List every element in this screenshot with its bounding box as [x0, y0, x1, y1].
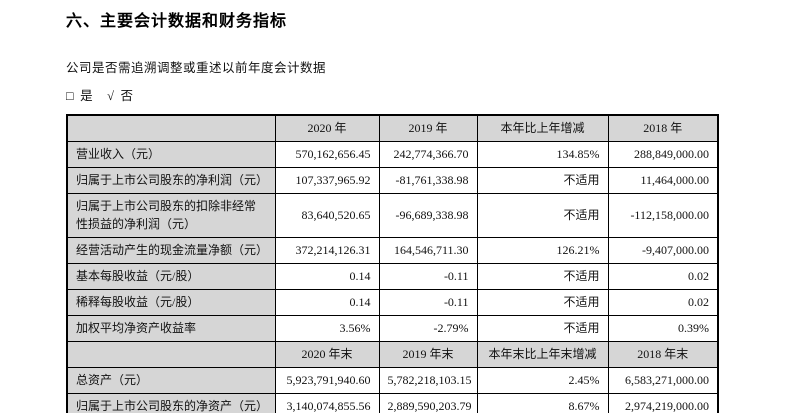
- corner-cell: [66, 340, 276, 368]
- row-label: 加权平均净资产收益率: [66, 314, 276, 342]
- table-row-total-assets: 总资产（元） 5,923,791,940.60 5,782,218,103.15…: [66, 366, 719, 394]
- value-2020: 0.14: [274, 288, 380, 316]
- row-label: 经营活动产生的现金流量净额（元）: [66, 236, 276, 264]
- col-header-yoy-change: 本年比上年增减: [476, 114, 609, 142]
- value-2019: -96,689,338.98: [378, 192, 478, 238]
- value-2020: 372,214,126.31: [274, 236, 380, 264]
- table-row-weighted-avg-roe: 加权平均净资产收益率 3.56% -2.79% 不适用 0.39%: [66, 314, 719, 342]
- restatement-question: 公司是否需追溯调整或重述以前年度会计数据: [66, 61, 327, 75]
- value-2020: 0.14: [274, 262, 380, 290]
- table-row-diluted-eps: 稀释每股收益（元/股） 0.14 -0.11 不适用 0.02: [66, 288, 719, 316]
- col-header-2019: 2019 年: [378, 114, 478, 142]
- value-change: 126.21%: [476, 236, 609, 264]
- value-2020: 3,140,074,855.56: [274, 392, 380, 413]
- value-change: 134.85%: [476, 140, 609, 168]
- value-2020: 83,640,520.65: [274, 192, 380, 238]
- row-label: 总资产（元）: [66, 366, 276, 394]
- row-label: 归属于上市公司股东的净利润（元）: [66, 166, 276, 194]
- value-2019: -2.79%: [378, 314, 478, 342]
- row-label: 归属于上市公司股东的净资产（元）: [66, 392, 276, 413]
- value-2018: 0.39%: [607, 314, 719, 342]
- value-2019: -81,761,338.98: [378, 166, 478, 194]
- row-label: 营业收入（元）: [66, 140, 276, 168]
- checkbox-unchecked-icon: □: [66, 89, 75, 103]
- value-change: 2.45%: [476, 366, 609, 394]
- col-header-2020: 2020 年: [274, 114, 380, 142]
- table-row-net-profit: 归属于上市公司股东的净利润（元） 107,337,965.92 -81,761,…: [66, 166, 719, 194]
- row-label: 稀释每股收益（元/股）: [66, 288, 276, 316]
- value-change: 不适用: [476, 166, 609, 194]
- value-2019: 5,782,218,103.15: [378, 366, 478, 394]
- value-change: 不适用: [476, 192, 609, 238]
- table-row-operating-cash-flow: 经营活动产生的现金流量净额（元） 372,214,126.31 164,546,…: [66, 236, 719, 264]
- value-change: 不适用: [476, 314, 609, 342]
- header-row-year-end: 2020 年末 2019 年末 本年末比上年末增减 2018 年末: [66, 340, 719, 368]
- row-label: 基本每股收益（元/股）: [66, 262, 276, 290]
- value-2019: 242,774,366.70: [378, 140, 478, 168]
- value-2018: 0.02: [607, 262, 719, 290]
- corner-cell: [66, 114, 276, 142]
- value-change: 不适用: [476, 262, 609, 290]
- table-row-net-assets: 归属于上市公司股东的净资产（元） 3,140,074,855.56 2,889,…: [66, 392, 719, 413]
- value-2018: 6,583,271,000.00: [607, 366, 719, 394]
- value-2019: -0.11: [378, 262, 478, 290]
- value-2019: 164,546,711.30: [378, 236, 478, 264]
- value-2020: 107,337,965.92: [274, 166, 380, 194]
- col-header-2018: 2018 年: [607, 114, 719, 142]
- table-row-net-profit-excl-nonrecurring: 归属于上市公司股东的扣除非经常性损益的净利润（元） 83,640,520.65 …: [66, 192, 719, 238]
- value-2020: 570,162,656.45: [274, 140, 380, 168]
- value-2018: -9,407,000.00: [607, 236, 719, 264]
- section-title: 六、主要会计数据和财务指标: [66, 13, 288, 30]
- col-header-2020-end: 2020 年末: [274, 340, 380, 368]
- col-header-2019-end: 2019 年末: [378, 340, 478, 368]
- value-2018: 2,974,219,000.00: [607, 392, 719, 413]
- value-change: 8.67%: [476, 392, 609, 413]
- financial-indicators-table: 2020 年 2019 年 本年比上年增减 2018 年 营业收入（元） 570…: [66, 114, 719, 413]
- value-2020: 5,923,791,940.60: [274, 366, 380, 394]
- yes-label: 是: [80, 89, 94, 103]
- value-2020: 3.56%: [274, 314, 380, 342]
- value-2018: 288,849,000.00: [607, 140, 719, 168]
- no-label: 否: [120, 89, 134, 103]
- value-2019: 2,889,590,203.79: [378, 392, 478, 413]
- col-header-yoy-end-change: 本年末比上年末增减: [476, 340, 609, 368]
- value-change: 不适用: [476, 288, 609, 316]
- value-2018: 0.02: [607, 288, 719, 316]
- checkbox-line: □ 是 √ 否: [66, 85, 790, 104]
- col-header-2018-end: 2018 年末: [607, 340, 719, 368]
- value-2018: -112,158,000.00: [607, 192, 719, 238]
- value-2018: 11,464,000.00: [607, 166, 719, 194]
- table-row-basic-eps: 基本每股收益（元/股） 0.14 -0.11 不适用 0.02: [66, 262, 719, 290]
- checkmark-icon: √: [107, 89, 115, 103]
- header-row-annual: 2020 年 2019 年 本年比上年增减 2018 年: [66, 114, 719, 142]
- row-label: 归属于上市公司股东的扣除非经常性损益的净利润（元）: [66, 192, 276, 238]
- table-row-revenue: 营业收入（元） 570,162,656.45 242,774,366.70 13…: [66, 140, 719, 168]
- value-2019: -0.11: [378, 288, 478, 316]
